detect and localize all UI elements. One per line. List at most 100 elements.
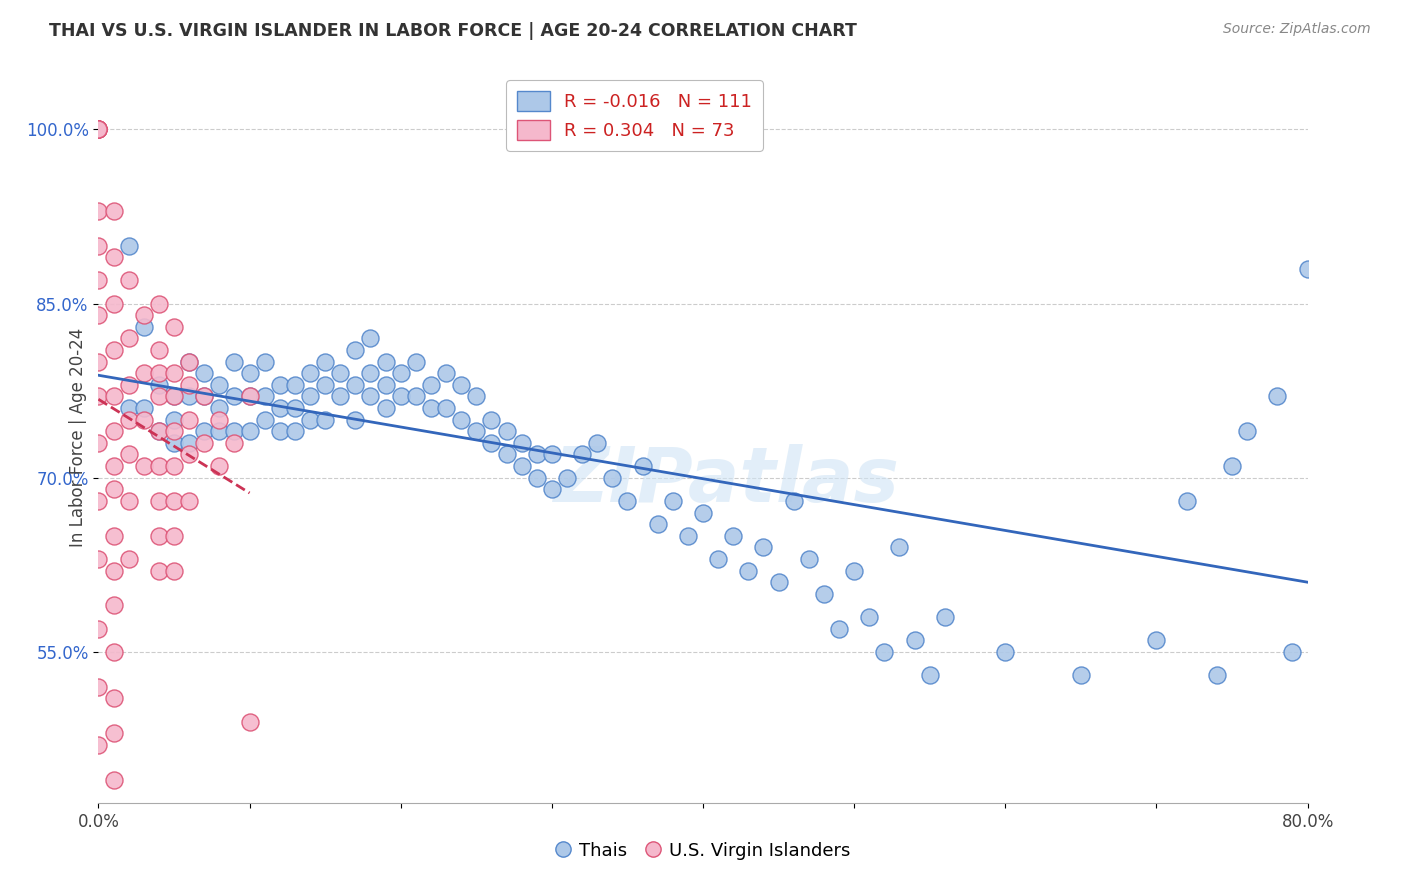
Point: [1327, 448, 1350, 462]
Point: [253, 354, 276, 368]
Point: [239, 366, 262, 380]
Point: [208, 401, 231, 415]
Point: [87, 389, 110, 403]
Point: [420, 377, 443, 392]
Point: [844, 564, 866, 578]
Point: [87, 238, 110, 252]
Point: [616, 494, 638, 508]
Point: [299, 366, 322, 380]
Point: [163, 436, 186, 450]
Text: THAI VS U.S. VIRGIN ISLANDER IN LABOR FORCE | AGE 20-24 CORRELATION CHART: THAI VS U.S. VIRGIN ISLANDER IN LABOR FO…: [49, 22, 858, 40]
Point: [374, 354, 396, 368]
Point: [889, 541, 911, 555]
Point: [284, 401, 307, 415]
Point: [858, 610, 880, 624]
Point: [1220, 459, 1243, 474]
Point: [148, 377, 170, 392]
Point: [118, 494, 141, 508]
Point: [1236, 424, 1258, 438]
Point: [526, 448, 548, 462]
Point: [269, 401, 291, 415]
Point: [163, 424, 186, 438]
Point: [224, 354, 246, 368]
Point: [737, 564, 759, 578]
Point: [374, 377, 396, 392]
Point: [103, 691, 125, 706]
Point: [450, 412, 472, 426]
Point: [148, 389, 170, 403]
Point: [148, 424, 170, 438]
Point: [374, 401, 396, 415]
Point: [193, 436, 215, 450]
Point: [314, 377, 336, 392]
Point: [239, 389, 262, 403]
Point: [389, 366, 412, 380]
Point: [284, 377, 307, 392]
Point: [224, 424, 246, 438]
Point: [103, 203, 125, 218]
Point: [148, 424, 170, 438]
Point: [118, 238, 141, 252]
Point: [103, 424, 125, 438]
Point: [495, 424, 517, 438]
Point: [1175, 494, 1198, 508]
Point: [103, 599, 125, 613]
Point: [360, 366, 382, 380]
Point: [87, 122, 110, 136]
Point: [269, 424, 291, 438]
Point: [103, 564, 125, 578]
Point: [329, 389, 352, 403]
Y-axis label: In Labor Force | Age 20-24: In Labor Force | Age 20-24: [69, 327, 87, 547]
Point: [87, 122, 110, 136]
Text: ZIPatlas: ZIPatlas: [554, 444, 900, 518]
Point: [360, 331, 382, 345]
Point: [813, 587, 835, 601]
Point: [163, 389, 186, 403]
Point: [118, 552, 141, 566]
Point: [1341, 471, 1364, 485]
Point: [555, 471, 578, 485]
Legend: Thais, U.S. Virgin Islanders: Thais, U.S. Virgin Islanders: [548, 835, 858, 867]
Point: [495, 448, 517, 462]
Text: Source: ZipAtlas.com: Source: ZipAtlas.com: [1223, 22, 1371, 37]
Point: [103, 483, 125, 497]
Point: [1144, 633, 1167, 648]
Point: [148, 459, 170, 474]
Point: [193, 366, 215, 380]
Point: [918, 668, 941, 682]
Point: [723, 529, 745, 543]
Point: [163, 459, 186, 474]
Point: [602, 471, 624, 485]
Point: [103, 529, 125, 543]
Point: [179, 494, 201, 508]
Point: [87, 680, 110, 694]
Point: [163, 389, 186, 403]
Point: [420, 401, 443, 415]
Point: [676, 529, 699, 543]
Point: [224, 436, 246, 450]
Point: [163, 529, 186, 543]
Point: [163, 494, 186, 508]
Point: [103, 389, 125, 403]
Point: [269, 377, 291, 392]
Point: [253, 412, 276, 426]
Point: [314, 354, 336, 368]
Point: [148, 366, 170, 380]
Point: [87, 273, 110, 287]
Point: [1070, 668, 1092, 682]
Point: [179, 448, 201, 462]
Point: [481, 412, 503, 426]
Point: [994, 645, 1017, 659]
Point: [797, 552, 820, 566]
Point: [193, 389, 215, 403]
Point: [179, 377, 201, 392]
Point: [132, 366, 155, 380]
Point: [179, 389, 201, 403]
Point: [631, 459, 654, 474]
Point: [434, 401, 457, 415]
Point: [103, 645, 125, 659]
Point: [118, 273, 141, 287]
Point: [1296, 261, 1319, 276]
Point: [87, 122, 110, 136]
Point: [450, 377, 472, 392]
